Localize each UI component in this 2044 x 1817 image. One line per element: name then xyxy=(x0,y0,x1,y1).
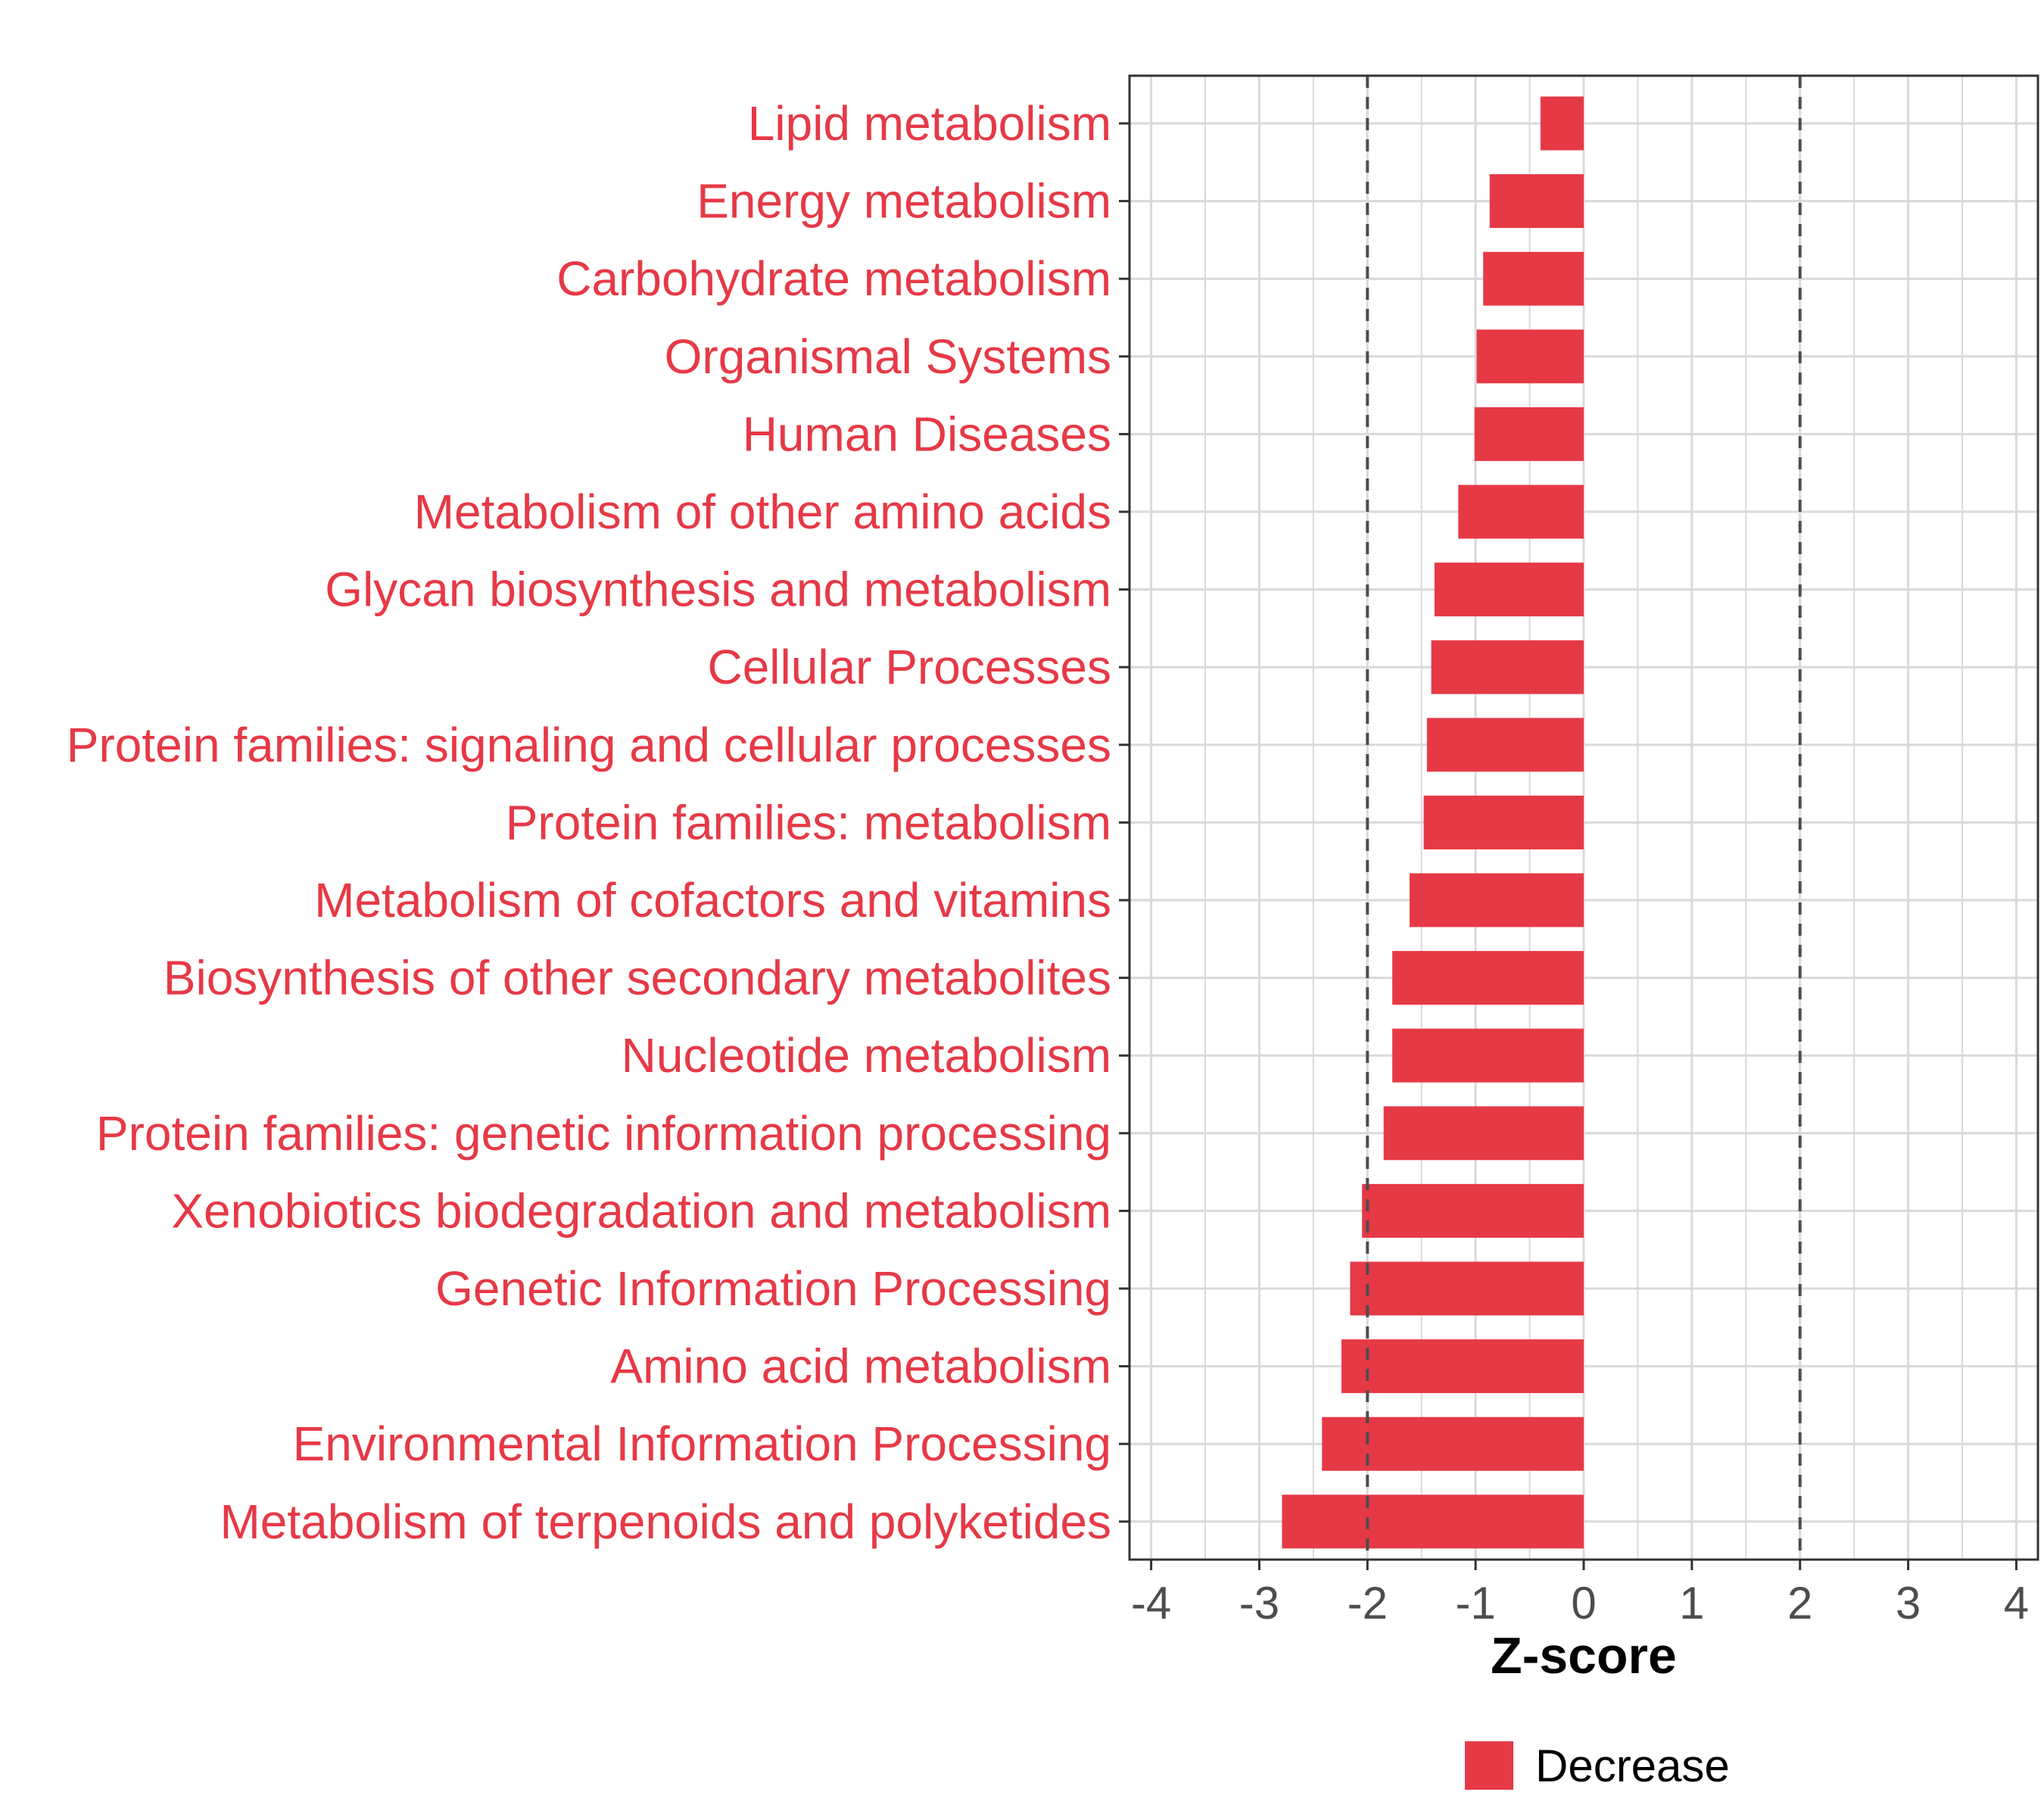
category-label: Xenobiotics biodegradation and metabolis… xyxy=(171,1183,1111,1238)
legend-swatch-decrease xyxy=(1465,1741,1513,1790)
x-axis-ticks: -4 -3 -2 -1 0 1 2 3 4 xyxy=(1131,1560,2029,1628)
legend-label-decrease: Decrease xyxy=(1535,1741,1730,1791)
x-tick-label: 4 xyxy=(2004,1578,2029,1628)
bar-19 xyxy=(1282,1494,1584,1549)
bar-17 xyxy=(1341,1339,1584,1394)
category-label: Human Diseases xyxy=(743,407,1111,461)
category-label: Glycan biosynthesis and metabolism xyxy=(325,563,1111,617)
x-tick-label: 0 xyxy=(1571,1578,1596,1628)
x-tick-label: -3 xyxy=(1239,1578,1279,1628)
bars xyxy=(1282,96,1584,1549)
bar-16 xyxy=(1350,1261,1584,1316)
category-label: Protein families: signaling and cellular… xyxy=(67,718,1111,772)
category-label: Metabolism of terpenoids and polyketides xyxy=(220,1494,1111,1549)
x-tick-label: -4 xyxy=(1131,1578,1171,1628)
bar-3 xyxy=(1483,251,1584,306)
bar-6 xyxy=(1458,485,1584,539)
category-labels: Lipid metabolism Energy metabolism Carbohy… xyxy=(67,96,1111,1549)
category-label: Protein families: genetic information pr… xyxy=(96,1106,1111,1161)
bar-7 xyxy=(1434,563,1584,617)
bar-1 xyxy=(1540,96,1584,151)
bar-10 xyxy=(1423,795,1584,849)
y-axis-ticks xyxy=(1119,122,1129,1523)
category-label: Biosynthesis of other secondary metaboli… xyxy=(164,951,1111,1005)
category-label: Energy metabolism xyxy=(696,174,1111,229)
category-label: Carbohydrate metabolism xyxy=(556,251,1111,306)
x-tick-label: -1 xyxy=(1455,1578,1495,1628)
x-tick-label: 1 xyxy=(1679,1578,1704,1628)
category-label: Protein families: metabolism xyxy=(506,795,1111,849)
bar-11 xyxy=(1410,873,1584,927)
bar-8 xyxy=(1431,640,1584,694)
x-axis-title: Z-score xyxy=(1491,1627,1677,1685)
category-label: Cellular Processes xyxy=(707,640,1111,694)
bar-13 xyxy=(1392,1028,1584,1083)
bar-18 xyxy=(1322,1417,1584,1471)
category-label: Genetic Information Processing xyxy=(435,1261,1111,1316)
bar-5 xyxy=(1474,407,1584,461)
bar-9 xyxy=(1426,718,1584,772)
category-label: Environmental Information Processing xyxy=(293,1417,1111,1471)
category-label: Lipid metabolism xyxy=(748,96,1111,151)
bar-2 xyxy=(1489,174,1584,229)
bar-12 xyxy=(1392,951,1584,1005)
category-label: Metabolism of other amino acids xyxy=(414,485,1111,539)
category-label: Organismal Systems xyxy=(665,329,1111,384)
reference-lines xyxy=(1366,76,1802,1560)
bar-15 xyxy=(1362,1183,1584,1238)
category-label: Metabolism of cofactors and vitamins xyxy=(314,873,1111,927)
x-tick-label: 2 xyxy=(1787,1578,1812,1628)
category-label: Amino acid metabolism xyxy=(610,1339,1111,1394)
bar-14 xyxy=(1383,1106,1584,1161)
x-tick-label: -2 xyxy=(1348,1578,1388,1628)
bar-4 xyxy=(1476,329,1584,384)
category-label: Nucleotide metabolism xyxy=(622,1028,1111,1083)
x-tick-label: 3 xyxy=(1896,1578,1921,1628)
legend: Decrease xyxy=(1465,1741,1730,1791)
